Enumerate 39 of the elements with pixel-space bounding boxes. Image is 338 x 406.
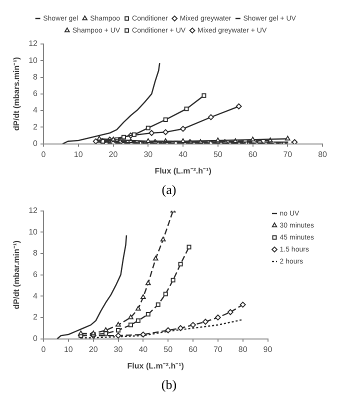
y-tick-label: 4 [33,106,38,115]
x-tick-label: 20 [108,150,118,159]
x-tick-label: 0 [41,344,46,354]
y-axis-title: dP/dt (mbar.min⁻¹) [12,240,22,310]
text: (b) [160,376,178,394]
x-tick-label: 80 [318,150,328,159]
x-tick-label: 10 [64,344,74,354]
y-tick-label: 10 [28,56,38,65]
y-tick-label: 6 [33,89,38,98]
y-tick-label: 2 [33,122,38,132]
x-tick-label: 30 [114,344,124,354]
y-tick-label: 4 [33,291,38,300]
y-tick-label: 6 [33,270,38,280]
y-axis-title: dP/dt (mbars.min⁻¹) [12,56,22,131]
x-tick-label: 60 [248,150,258,159]
x-axis-title: Flux (L.m⁻².h⁻¹) [127,361,184,370]
x-tick-label: 50 [164,344,174,354]
x-tick-label: 40 [178,150,188,159]
y-tick-label: 12 [28,39,38,48]
y-tick-label: 0 [33,139,38,148]
x-tick-label: 60 [188,344,198,354]
y-tick-label: 2 [33,312,38,322]
x-tick-label: 90 [263,344,273,354]
x-tick-label: 50 [213,150,223,159]
x-axis-title: Flux (L.m⁻².h⁻¹) [154,166,212,176]
y-tick-label: 8 [33,248,38,258]
x-tick-label: 10 [74,150,84,159]
y-tick-label: 10 [28,227,38,236]
y-tick-label: 12 [28,206,38,216]
x-tick-label: 70 [283,150,293,159]
x-tick-label: 40 [138,344,148,354]
x-tick-label: 70 [213,344,223,354]
y-tick-label: 0 [33,334,38,344]
x-tick-label: 80 [238,344,248,354]
x-tick-label: 0 [41,150,46,159]
x-tick-label: 30 [144,150,154,159]
y-tick-label: 8 [33,72,38,82]
x-tick-label: 20 [88,344,98,354]
text: (a) [160,181,178,199]
